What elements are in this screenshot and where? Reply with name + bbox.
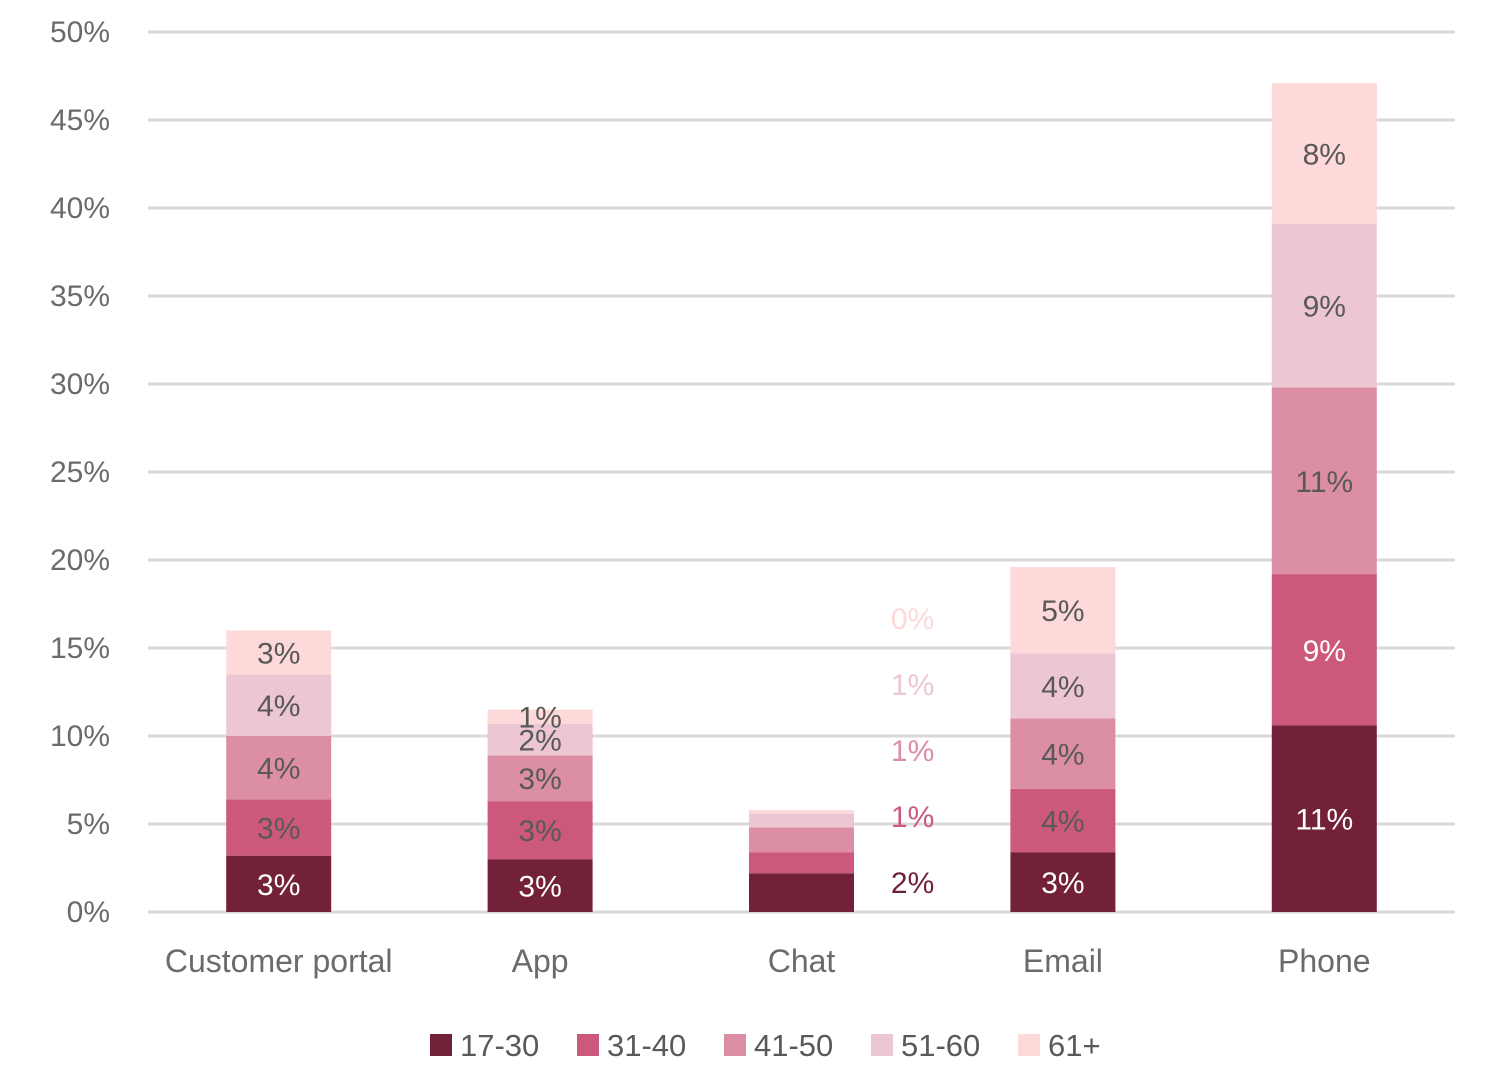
bar-customer-portal-17-30 (226, 855, 332, 912)
data-label-customer-portal-41-50: 4% (257, 753, 300, 786)
data-label-app-51-60: 2% (518, 725, 561, 758)
legend-label-61+: 61+ (1048, 1028, 1101, 1063)
data-label-chat-31-40: 1% (891, 801, 934, 834)
legend-label-51-60: 51-60 (901, 1028, 980, 1063)
bar-email-51-60 (1010, 653, 1116, 719)
bar-customer-portal-51-60 (226, 674, 332, 736)
x-category-label-app: App (512, 943, 569, 979)
data-labels: 3%3%4%4%3%3%3%3%2%1%2%1%1%1%0%3%4%4%4%5%… (257, 138, 1353, 903)
y-tick-label-40: 40% (50, 192, 110, 225)
bar-phone-61+ (1271, 83, 1377, 224)
bar-phone-51-60 (1271, 223, 1377, 388)
bar-chat-17-30 (749, 873, 854, 912)
x-category-label-chat: Chat (768, 943, 836, 979)
bar-chat-61+ (749, 809, 854, 814)
bar-phone-41-50 (1271, 387, 1377, 575)
x-category-label-email: Email (1023, 943, 1103, 979)
data-label-email-31-40: 4% (1041, 805, 1084, 838)
data-label-chat-51-60: 1% (891, 669, 934, 702)
legend-swatch-17-30 (430, 1034, 452, 1056)
legend-label-31-40: 31-40 (607, 1028, 686, 1063)
bar-app-17-30 (487, 859, 593, 912)
data-label-app-61+: 1% (518, 702, 561, 735)
y-tick-label-10: 10% (50, 720, 110, 753)
gridlines (148, 30, 1455, 914)
y-tick-label-30: 30% (50, 368, 110, 401)
legend-swatch-51-60 (871, 1034, 893, 1056)
y-tick-label-15: 15% (50, 632, 110, 665)
data-label-app-17-30: 3% (518, 871, 561, 904)
data-label-chat-17-30: 2% (891, 867, 934, 900)
y-tick-label-35: 35% (50, 280, 110, 313)
data-label-email-61+: 5% (1041, 595, 1084, 628)
data-label-phone-61+: 8% (1303, 138, 1346, 171)
legend-swatch-41-50 (724, 1034, 746, 1056)
bar-customer-portal-31-40 (226, 799, 332, 856)
y-tick-label-5: 5% (67, 808, 110, 841)
bar-customer-portal-61+ (226, 630, 332, 675)
data-label-phone-51-60: 9% (1303, 291, 1346, 324)
y-tick-label-45: 45% (50, 104, 110, 137)
y-tick-label-25: 25% (50, 456, 110, 489)
data-label-email-17-30: 3% (1041, 867, 1084, 900)
data-label-phone-31-40: 9% (1303, 635, 1346, 668)
bar-email-17-30 (1010, 852, 1116, 912)
bar-customer-portal-41-50 (226, 736, 332, 800)
bar-app-61+ (487, 709, 593, 724)
bar-phone-31-40 (1271, 574, 1377, 726)
bar-app-31-40 (487, 801, 593, 860)
legend: 17-30 31-40 41-50 51-60 61+ (430, 1028, 1101, 1063)
data-label-chat-41-50: 1% (891, 735, 934, 768)
y-axis-tick-labels: 0% 5% 10% 15% 20% 25% 30% 35% 40% 45% 50% (50, 16, 110, 929)
bars (226, 83, 1377, 912)
x-axis-category-labels: Customer portal App Chat Email Phone (165, 943, 1371, 979)
legend-swatch-61+ (1018, 1034, 1040, 1056)
y-tick-label-20: 20% (50, 544, 110, 577)
y-tick-label-0: 0% (67, 896, 110, 929)
data-label-phone-17-30: 11% (1295, 804, 1353, 837)
bar-email-31-40 (1010, 788, 1116, 853)
legend-swatch-31-40 (577, 1034, 599, 1056)
data-label-customer-portal-17-30: 3% (257, 869, 300, 902)
data-label-chat-61+: 0% (891, 603, 934, 636)
bar-chat-41-50 (749, 827, 854, 853)
bar-chat-51-60 (749, 813, 854, 828)
data-label-email-51-60: 4% (1041, 671, 1084, 704)
x-category-label-phone: Phone (1278, 943, 1371, 979)
bar-email-61+ (1010, 567, 1116, 654)
data-label-app-31-40: 3% (518, 815, 561, 848)
data-label-app-41-50: 3% (518, 763, 561, 796)
data-label-email-41-50: 4% (1041, 739, 1084, 772)
bar-app-41-50 (487, 755, 593, 802)
data-label-customer-portal-31-40: 3% (257, 813, 300, 846)
legend-label-41-50: 41-50 (754, 1028, 833, 1063)
data-label-customer-portal-61+: 3% (257, 637, 300, 670)
data-label-customer-portal-51-60: 4% (257, 690, 300, 723)
bar-chat-31-40 (749, 852, 854, 874)
x-category-label-customer-portal: Customer portal (165, 943, 393, 979)
data-label-phone-41-50: 11% (1295, 466, 1353, 499)
legend-label-17-30: 17-30 (460, 1028, 539, 1063)
bar-phone-17-30 (1271, 725, 1377, 912)
y-tick-label-50: 50% (50, 16, 110, 49)
bar-app-51-60 (487, 723, 593, 756)
bar-email-41-50 (1010, 718, 1116, 789)
